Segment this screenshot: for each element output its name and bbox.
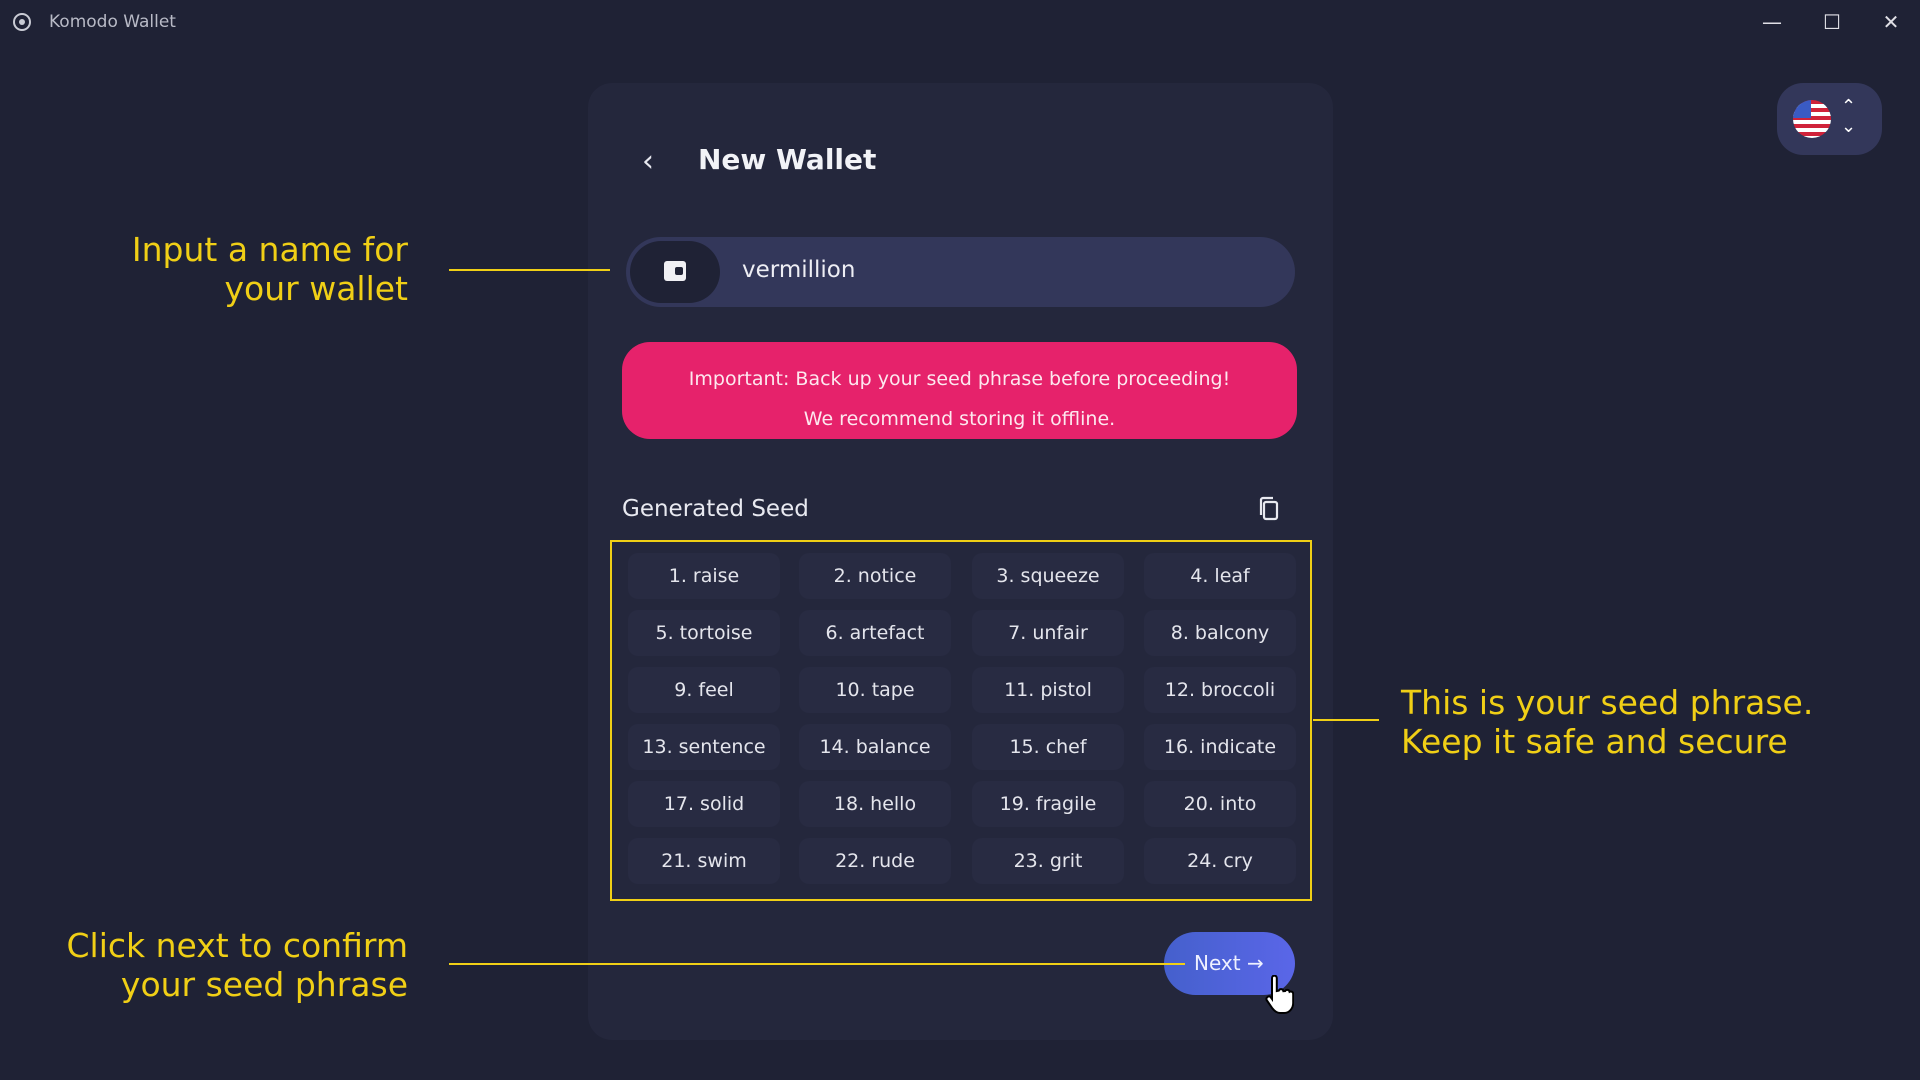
seed-word: 7. unfair (972, 610, 1124, 656)
seed-word: 21. swim (628, 838, 780, 884)
chevron-up-down-icon: ⌃ ⌄ (1841, 96, 1857, 137)
seed-word: 14. balance (799, 724, 951, 770)
window-title: Komodo Wallet (49, 12, 176, 32)
annotation-line (449, 963, 1185, 965)
us-flag-icon (1793, 100, 1831, 138)
seed-word: 20. into (1144, 781, 1296, 827)
seed-phrase-grid: 1. raise 2. notice 3. squeeze 4. leaf 5. tor… (610, 540, 1312, 901)
annotation-text: your seed phrase (120, 965, 408, 1004)
seed-word: 10. tape (799, 667, 951, 713)
seed-word: 22. rude (799, 838, 951, 884)
wallet-name-field[interactable] (626, 237, 1295, 307)
copy-icon[interactable] (1257, 496, 1281, 522)
seed-word: 15. chef (972, 724, 1124, 770)
title-bar: Komodo Wallet — ☐ ✕ (0, 0, 1920, 44)
seed-word: 13. sentence (628, 724, 780, 770)
maximize-button[interactable]: ☐ (1823, 10, 1841, 34)
seed-word: 12. broccoli (1144, 667, 1296, 713)
page-title: New Wallet (698, 143, 877, 176)
language-selector[interactable]: ⌃ ⌄ (1777, 83, 1882, 155)
seed-word: 16. indicate (1144, 724, 1296, 770)
annotation-line (449, 269, 610, 271)
close-button[interactable]: ✕ (1882, 10, 1900, 34)
warning-line-2: We recommend storing it offline. (803, 408, 1116, 430)
seed-word: 23. grit (972, 838, 1124, 884)
seed-word: 2. notice (799, 553, 951, 599)
seed-word: 1. raise (628, 553, 780, 599)
wallet-icon-container (630, 241, 720, 303)
annotation-line (1313, 719, 1379, 721)
seed-word: 8. balcony (1144, 610, 1296, 656)
annotation-text: Keep it safe and secure (1401, 722, 1788, 761)
seed-word: 9. feel (628, 667, 780, 713)
seed-word: 19. fragile (972, 781, 1124, 827)
annotation-next: Click next to confirm your seed phrase (20, 926, 408, 1004)
minimize-button[interactable]: — (1762, 10, 1782, 34)
seed-word: 4. leaf (1144, 553, 1296, 599)
generated-seed-label: Generated Seed (622, 496, 809, 522)
seed-word: 3. squeeze (972, 553, 1124, 599)
annotation-name: Input a name for your wallet (40, 230, 408, 308)
annotation-text: Input a name for (131, 230, 408, 269)
annotation-text: Click next to confirm (66, 926, 408, 965)
seed-word: 11. pistol (972, 667, 1124, 713)
seed-word: 18. hello (799, 781, 951, 827)
annotation-text: This is your seed phrase. (1401, 683, 1814, 722)
seed-word: 17. solid (628, 781, 780, 827)
warning-line-1: Important: Back up your seed phrase befo… (688, 368, 1231, 390)
mouse-cursor-hand-icon (1265, 975, 1294, 1014)
seed-word: 5. tortoise (628, 610, 780, 656)
back-button[interactable]: ‹ (642, 144, 654, 179)
seed-word: 24. cry (1144, 838, 1296, 884)
seed-word: 6. artefact (799, 610, 951, 656)
wallet-name-input[interactable] (742, 257, 1262, 283)
backup-warning-banner: Important: Back up your seed phrase befo… (622, 342, 1297, 439)
wallet-icon (664, 261, 686, 281)
annotation-text: your wallet (224, 269, 408, 308)
annotation-seed: This is your seed phrase. Keep it safe a… (1401, 683, 1901, 761)
app-logo-icon (13, 13, 31, 31)
